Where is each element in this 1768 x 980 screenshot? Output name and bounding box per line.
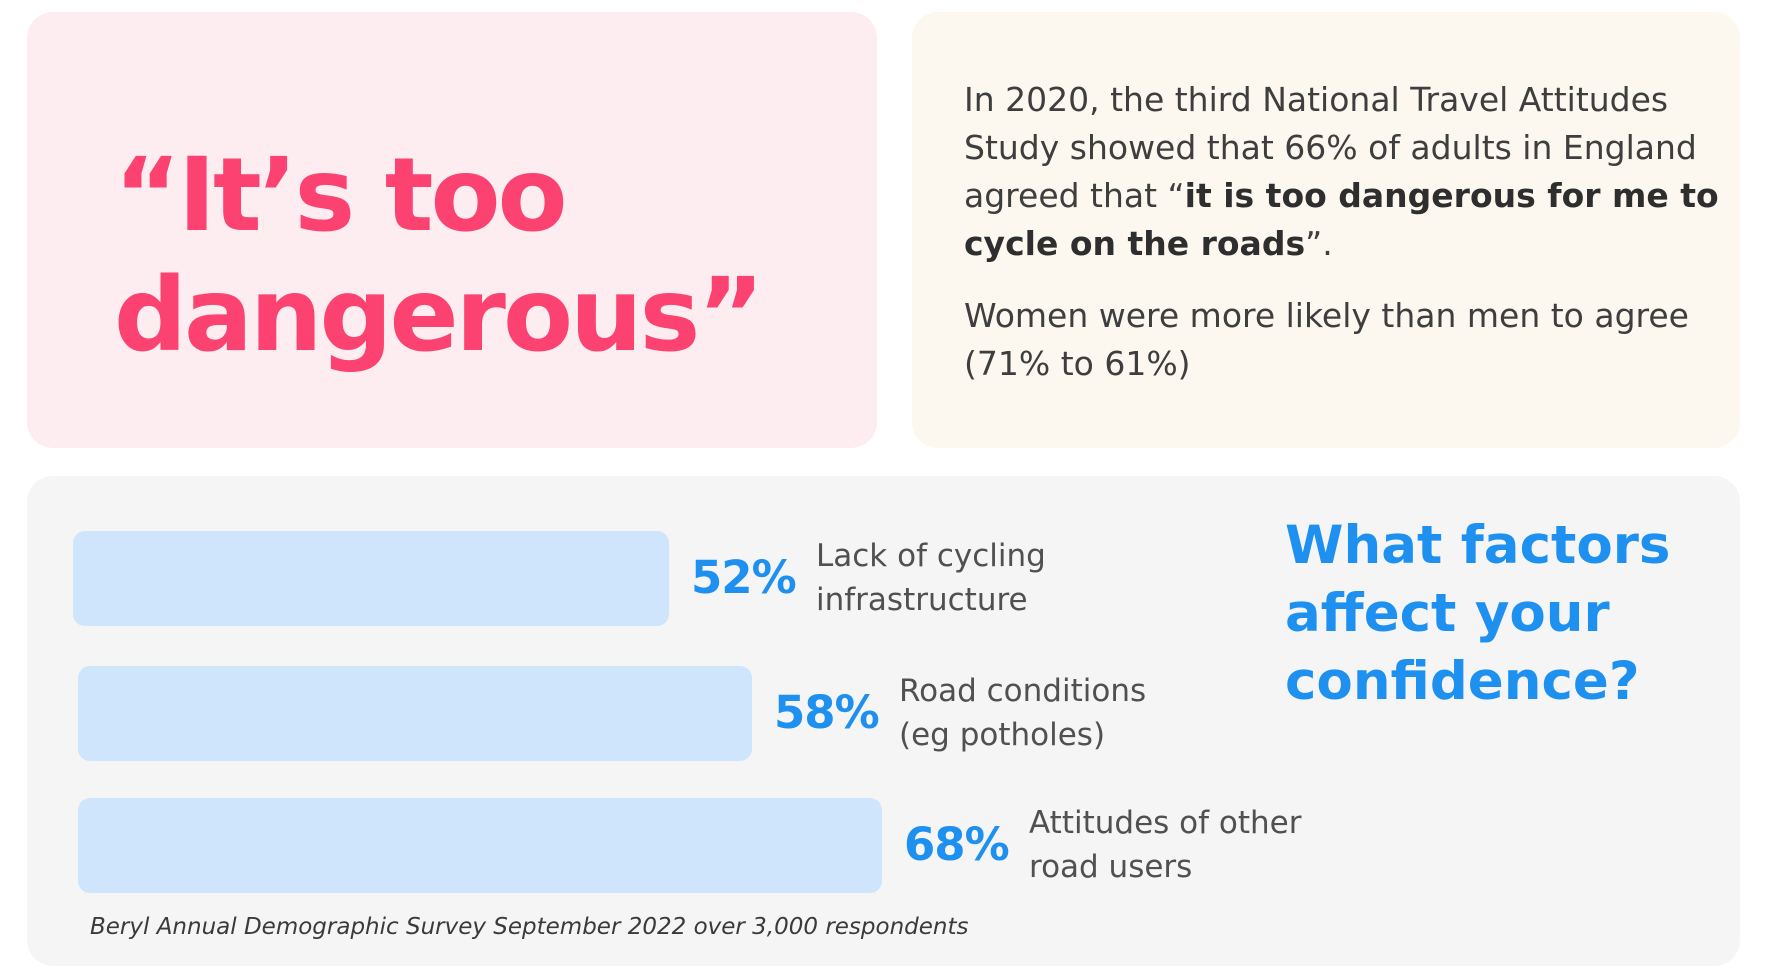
bar-value-label: 58%: [774, 686, 880, 739]
bar-category-label: Attitudes of other road users: [1029, 801, 1329, 889]
statistic-paragraph: In 2020, the third National Travel Attit…: [964, 76, 1724, 268]
statistic-card: In 2020, the third National Travel Attit…: [912, 12, 1740, 448]
bar-category-line-1: Lack of cycling: [816, 538, 1046, 574]
bar-category-label: Lack of cycling infrastructure: [816, 534, 1116, 622]
bar-value-label: 68%: [904, 818, 1010, 871]
bar-category-line-2: (eg potholes): [899, 717, 1106, 753]
chart-card: 52% Lack of cycling infrastructure 58% Road …: [27, 476, 1740, 966]
bar-category-line-1: Attitudes of other: [1029, 805, 1302, 841]
statistic-end: ”.: [1305, 224, 1333, 263]
bar-2: [78, 666, 752, 761]
statistic-intro: In 2020, the third National Travel Attit…: [964, 80, 1697, 215]
chart-title: What factors affect your confidence?: [1285, 515, 1671, 712]
quote-headline: “It’s too dangerous”: [114, 136, 764, 376]
statistic-quote-bold: it is too dangerous for me to cycle on t…: [964, 176, 1719, 263]
source-note: Beryl Annual Demographic Survey Septembe…: [90, 914, 969, 940]
bar-category-line-2: road users: [1029, 849, 1193, 885]
quote-line-2: dangerous”: [114, 256, 764, 375]
bar-1: [73, 531, 669, 626]
bar-value-label: 52%: [691, 551, 797, 604]
bar-category-line-1: Road conditions: [899, 673, 1147, 709]
quote-line-1: “It’s too: [114, 136, 568, 255]
bar-category-label: Road conditions (eg potholes): [899, 669, 1199, 757]
gender-statistic-paragraph: Women were more likely than men to agree…: [964, 296, 1689, 383]
bar-category-line-2: infrastructure: [816, 582, 1028, 618]
bar-3: [78, 798, 882, 893]
quote-card: “It’s too dangerous”: [27, 12, 877, 448]
